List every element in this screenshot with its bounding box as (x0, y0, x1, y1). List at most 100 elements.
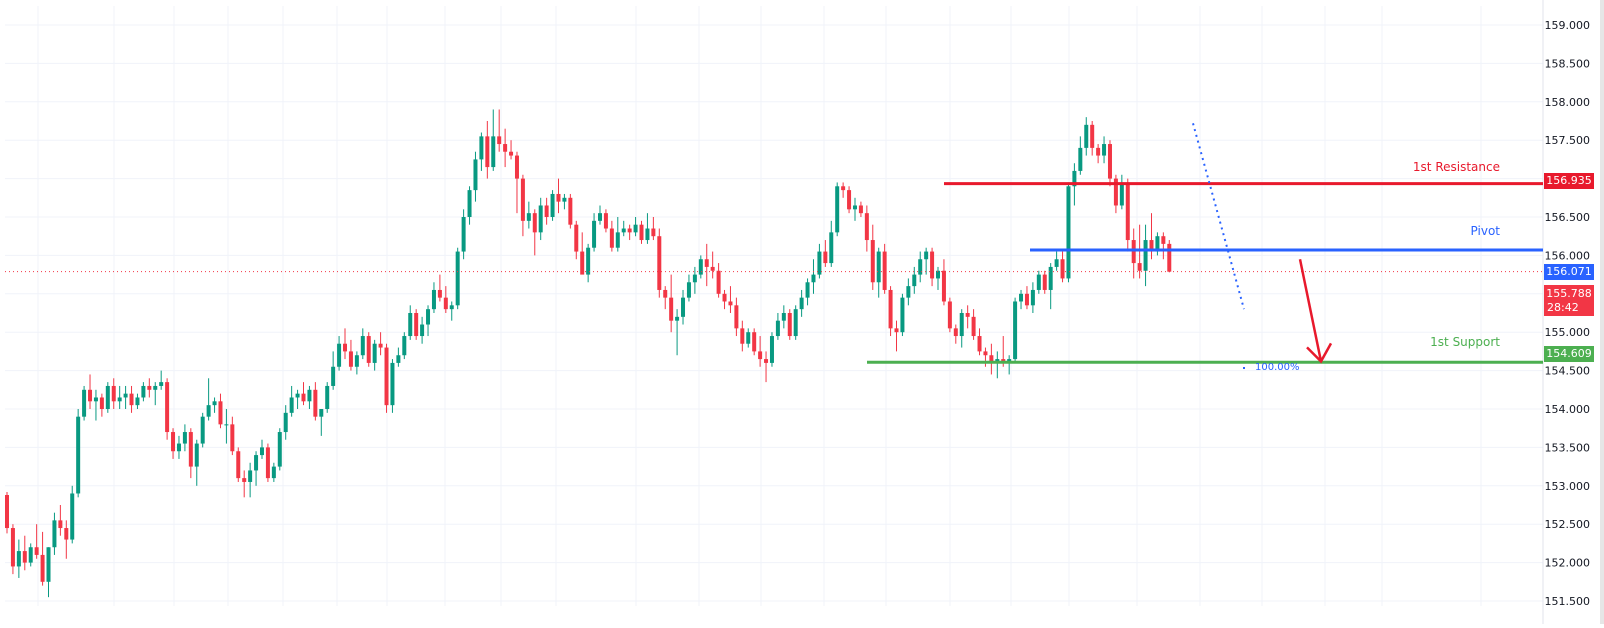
candle (906, 278, 911, 306)
candle (1024, 286, 1029, 310)
candle (1155, 232, 1160, 256)
price-axis-label: 156.000 (1545, 249, 1591, 262)
candle (989, 343, 994, 375)
candle (431, 282, 436, 313)
candle (971, 309, 976, 340)
candle (325, 382, 330, 413)
candle (76, 409, 81, 498)
candle (354, 351, 359, 375)
candle (99, 393, 104, 417)
candle (479, 132, 484, 171)
candle (176, 435, 181, 459)
candle (675, 309, 680, 356)
candle (568, 193, 573, 229)
right-edge-border (1600, 0, 1604, 624)
candle (331, 351, 336, 390)
candle (1161, 232, 1166, 260)
candle (277, 428, 282, 471)
candle (864, 205, 869, 252)
candle (212, 397, 217, 413)
candle (313, 382, 318, 421)
support-price-badge: 154.609 (1544, 346, 1594, 362)
candle (514, 151, 519, 214)
candle (876, 247, 881, 298)
candle (681, 289, 686, 325)
candle (182, 424, 187, 452)
candle (402, 332, 407, 360)
price-axis-label: 154.000 (1545, 403, 1591, 416)
candle (28, 543, 33, 567)
candle (947, 297, 952, 333)
candle (686, 274, 691, 302)
candle (835, 182, 840, 237)
candle (829, 220, 834, 267)
candle (230, 416, 235, 456)
candle (1042, 270, 1047, 294)
candle (509, 140, 514, 160)
candle (348, 339, 353, 371)
grid-lines (5, 0, 1544, 624)
candle (1054, 251, 1059, 271)
resistance-price-badge: 156.935 (1544, 173, 1594, 189)
candle (651, 217, 656, 241)
price-axis-label: 151.500 (1545, 595, 1591, 608)
candle (645, 213, 650, 244)
candle (627, 224, 632, 241)
candle (787, 309, 792, 340)
candle (366, 332, 371, 367)
candle (586, 243, 591, 283)
candle (615, 217, 620, 252)
candle (40, 531, 45, 586)
candle (1119, 174, 1124, 210)
candle (384, 343, 389, 413)
price-axis-label: 158.000 (1545, 96, 1591, 109)
candle (710, 251, 715, 279)
candle (1060, 251, 1065, 283)
price-axis-label: 159.000 (1545, 19, 1591, 32)
candle (716, 263, 721, 298)
candle (467, 186, 472, 225)
candle (1019, 289, 1024, 310)
candle (603, 209, 608, 233)
candle (1030, 282, 1035, 313)
fib-level-dot (1243, 367, 1245, 369)
fib-trend-line[interactable] (1192, 123, 1245, 310)
candle (841, 182, 846, 198)
candle (271, 462, 276, 482)
arrow-head-icon (1306, 342, 1333, 364)
candle (704, 243, 709, 287)
candle (870, 224, 875, 290)
candle (1084, 117, 1089, 156)
candle (503, 128, 508, 168)
candle (550, 190, 555, 221)
candle (592, 213, 597, 252)
candle (283, 405, 288, 440)
candle (657, 228, 662, 298)
candle (663, 286, 668, 310)
candle (722, 289, 727, 310)
candle (995, 351, 1000, 379)
candle (769, 332, 774, 367)
candle (728, 286, 733, 313)
candle (758, 336, 763, 367)
candle (847, 186, 852, 214)
candle (775, 313, 780, 340)
candle (977, 328, 982, 356)
candle (289, 385, 294, 417)
candle (206, 378, 211, 421)
candle (746, 328, 751, 348)
projection-arrow[interactable] (1298, 258, 1323, 362)
candle (526, 201, 531, 229)
candle (1102, 136, 1107, 164)
candle (129, 385, 134, 413)
candle (918, 251, 923, 283)
candle (248, 462, 253, 498)
candle (194, 439, 199, 486)
candle (764, 351, 769, 383)
candle (924, 247, 929, 275)
candle (781, 305, 786, 329)
candle (360, 328, 365, 360)
candle (1149, 213, 1154, 260)
